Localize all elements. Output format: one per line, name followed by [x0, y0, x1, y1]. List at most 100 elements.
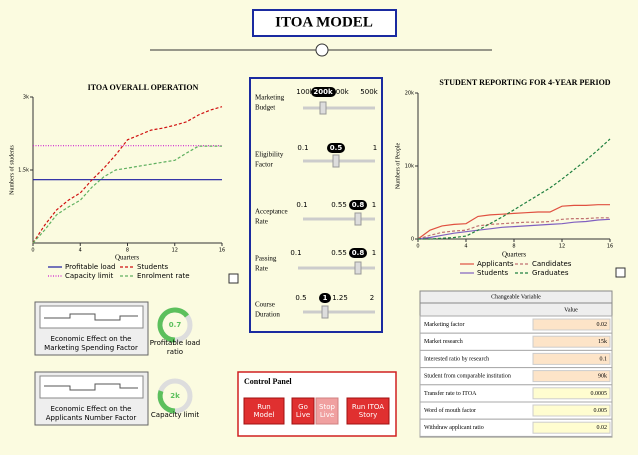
- legend-label: Students: [137, 263, 169, 271]
- slider-tick: 1: [373, 144, 377, 152]
- y-axis-label: Numbers of People: [394, 143, 401, 190]
- slider-label: Marketing: [255, 94, 285, 102]
- slider-tick: 0.1: [297, 144, 308, 152]
- gauge-arc: [157, 307, 189, 343]
- x-tick-label: 12: [559, 244, 565, 250]
- x-tick-label: 12: [172, 248, 178, 254]
- variable-name: Withdraw applicant ratio: [424, 425, 484, 431]
- y-tick-label: 20k: [405, 91, 414, 97]
- variable-name: Marketing factor: [424, 321, 464, 328]
- variable-name: Market research: [424, 339, 463, 345]
- expand-icon[interactable]: [228, 273, 239, 284]
- chart-title: STUDENT REPORTING FOR 4-YEAR PERIOD: [439, 78, 610, 87]
- slider-thumb[interactable]: [354, 212, 362, 226]
- table-title: Changeable Variable: [491, 294, 541, 300]
- slider-value: 1: [323, 294, 328, 302]
- variable-name: Transfer rate to ITOA: [424, 390, 477, 397]
- variable-value: 0.005: [594, 408, 608, 414]
- gauge-arc: [157, 390, 176, 414]
- expand-icon[interactable]: [615, 267, 626, 278]
- slider-thumb[interactable]: [321, 305, 329, 319]
- go-live-button[interactable]: [291, 397, 315, 425]
- variable-name: Student from comparable institution: [424, 373, 511, 380]
- legend-label: Candidates: [532, 260, 572, 268]
- effect-button-label: Economic Effect on the: [51, 405, 132, 413]
- value-cell: [532, 318, 611, 331]
- slider-thumb[interactable]: [319, 101, 327, 115]
- x-tick-label: 16: [219, 248, 225, 254]
- x-tick-label: 4: [464, 244, 467, 250]
- slider-tick: 0.5: [295, 294, 306, 302]
- slider-thumb[interactable]: [354, 261, 362, 275]
- slider-label: Passing: [255, 255, 277, 263]
- x-tick-label: 4: [79, 248, 82, 254]
- variable-value: 90k: [598, 374, 607, 380]
- series-line: [418, 138, 611, 240]
- effect-button-label: Economic Effect on the: [51, 335, 132, 343]
- button-label: Stop: [319, 403, 335, 411]
- variable-name: Interested ratio by research: [424, 356, 489, 362]
- slider-value: 0.8: [352, 201, 365, 209]
- slider-tick: 300k: [331, 88, 349, 96]
- legend-label: Students: [477, 269, 509, 277]
- slider-tick: 500k: [360, 88, 378, 96]
- value-bubble: [349, 248, 367, 258]
- series-line: [32, 145, 222, 244]
- legend-label: Applicants: [477, 260, 514, 268]
- effect-icon: [39, 375, 144, 399]
- page-title: ITOA MODEL: [275, 14, 373, 30]
- slider-label: Budget: [255, 104, 275, 112]
- variable-value: 0.0005: [591, 391, 608, 397]
- slider-tick: 0.55: [331, 249, 347, 257]
- effect-icon-line: [44, 313, 138, 321]
- x-tick-label: 0: [416, 244, 419, 250]
- button-label: Run: [257, 403, 270, 411]
- value-bubble: [311, 87, 336, 97]
- slider-thumb[interactable]: [332, 154, 340, 168]
- x-tick-label: 8: [126, 248, 129, 254]
- series-line: [32, 106, 223, 244]
- series-line: [417, 218, 611, 240]
- slider-tick: 0.1: [290, 249, 301, 257]
- table-header-row: [419, 302, 613, 317]
- gauge-value: 2k: [170, 392, 180, 400]
- slider-label: Eligibility: [255, 151, 284, 159]
- button-label: Live: [320, 411, 334, 419]
- button-label: Model: [253, 411, 274, 419]
- run-model-button[interactable]: [243, 397, 285, 425]
- variable-value: 0.1: [600, 356, 608, 362]
- value-bubble: [349, 200, 367, 210]
- series-line: [417, 204, 610, 240]
- slider-tick: 0.55: [331, 201, 347, 209]
- value-cell: [532, 335, 611, 348]
- series-line: [417, 217, 610, 240]
- y-tick-label: 3k: [23, 95, 29, 101]
- effect-button-label: Applicants Number Factor: [46, 414, 137, 422]
- slider-label: Acceptance: [255, 208, 288, 216]
- y-tick-label: 1.5k: [18, 168, 29, 174]
- slider-tick: 2: [370, 294, 374, 302]
- gauge-label: Profitable load: [150, 339, 200, 347]
- variable-value: 0.02: [597, 425, 608, 431]
- effect-icon: [39, 305, 144, 329]
- timeline-knob[interactable]: [315, 43, 329, 57]
- button-label: Story: [359, 411, 378, 419]
- value-cell: [532, 370, 611, 383]
- value-cell: [532, 421, 611, 434]
- gauge-label: ratio: [167, 348, 183, 356]
- slider-tick: 0.1: [296, 201, 307, 209]
- run-story-button[interactable]: [346, 397, 390, 425]
- legend-label: Enrolment rate: [137, 272, 190, 280]
- slider-value: 200k: [313, 88, 333, 96]
- value-cell: [532, 352, 611, 365]
- legend-label: Graduates: [532, 269, 569, 277]
- slider-label: Rate: [255, 265, 268, 273]
- effect-button-label: Marketing Spending Factor: [44, 344, 138, 352]
- effect-icon-line: [44, 383, 138, 391]
- legend-label: Capacity limit: [65, 272, 113, 280]
- title-box: [252, 9, 397, 37]
- stop-live-button[interactable]: [315, 397, 339, 425]
- variable-value: 15k: [598, 339, 607, 345]
- x-axis-label: Quarters: [502, 251, 526, 259]
